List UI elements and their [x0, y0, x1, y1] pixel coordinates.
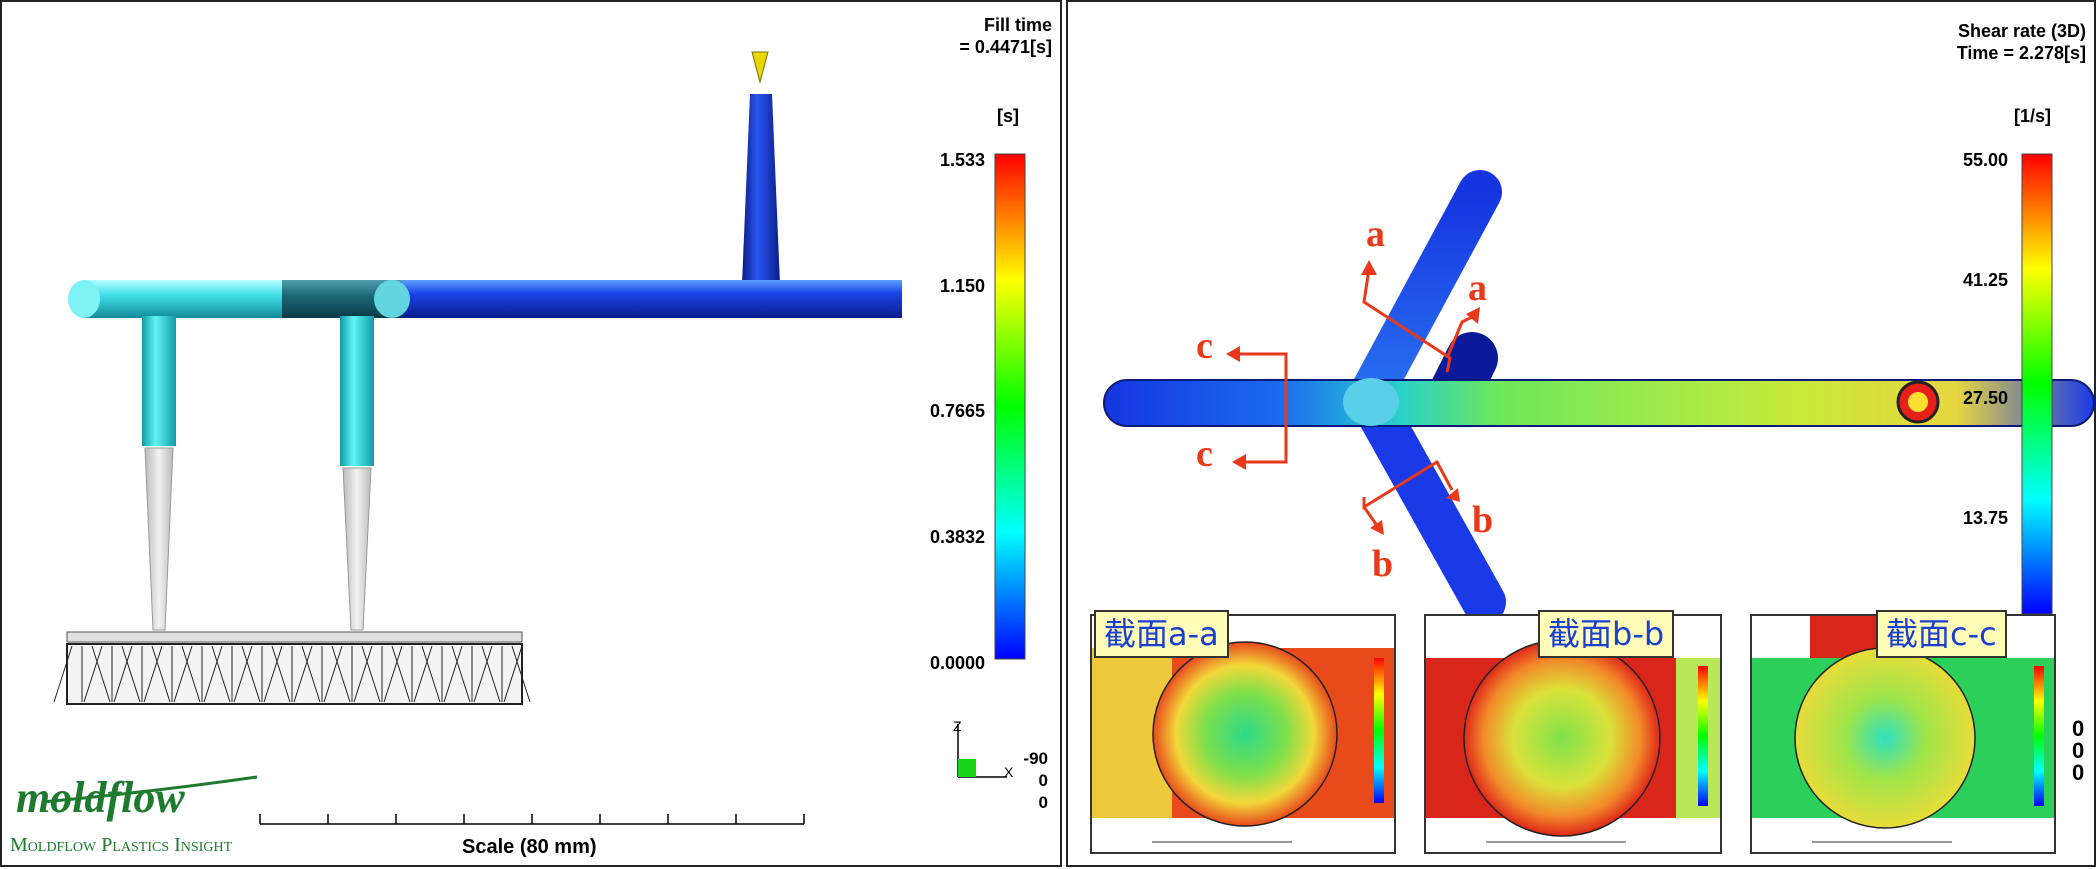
- orientation-triad: [957, 724, 1007, 778]
- drop-1-gray: [144, 447, 174, 631]
- fill-time-viewport[interactable]: Fill time = 0.4471[s] [s] 1.533 1.150 0.…: [0, 0, 1062, 867]
- colorbar-tick: 1.533: [939, 150, 985, 170]
- section-label-c: 截面c-c: [1876, 610, 2007, 658]
- orientation-values: 0 0 0: [2072, 716, 2085, 785]
- fill-time-model: [41, 51, 1026, 825]
- colorbar-tick: 0.0000: [929, 653, 985, 673]
- drop-2-cyan: [340, 316, 374, 466]
- runner-junction-cap: [374, 280, 410, 318]
- marker-a-lower: a: [1468, 267, 1487, 309]
- marker-c-lower: c: [1196, 433, 1213, 475]
- fill-time-unit: [s]: [997, 106, 1019, 126]
- runner-end-cap: [68, 280, 100, 318]
- marker-a-upper: a: [1366, 213, 1385, 255]
- colorbar-tick: 0.3832: [929, 527, 985, 547]
- fill-time-title: Fill time = 0.4471[s]: [959, 15, 1052, 57]
- main-runner-cyan: [82, 280, 282, 318]
- section-label-b: 截面b-b: [1538, 610, 1675, 658]
- section-markers: [1234, 268, 1473, 528]
- axis-z-label: Z: [953, 718, 962, 734]
- shear-rate-unit: [1/s]: [2014, 106, 2052, 126]
- logo-swoosh-icon: [41, 775, 258, 804]
- main-runner-blue: [402, 280, 902, 318]
- scale-bar: [259, 814, 805, 825]
- shear-rate-viewport[interactable]: Shear rate (3D) Time = 2.278[s] [1/s] 55…: [1066, 0, 2096, 867]
- orientation-values: -90 0 0: [1023, 749, 1048, 812]
- sprue-tip-icon: [751, 51, 769, 84]
- drop-1-cyan: [142, 316, 176, 446]
- colorbar-tick: 55.00: [1962, 150, 2008, 170]
- marker-b-right: b: [1472, 499, 1494, 541]
- sprue: [742, 94, 780, 284]
- drop-2-gray: [342, 467, 372, 631]
- scale-label: Scale (80 mm): [462, 836, 597, 858]
- section-label-a: 截面a-a: [1094, 610, 1229, 658]
- section-inset-c[interactable]: [1750, 614, 2056, 854]
- runner-model: [1103, 170, 2095, 624]
- colorbar-tick: 41.25: [1962, 270, 2008, 290]
- section-arrow-heads: [1226, 260, 1480, 535]
- colorbar-tick: 1.150: [939, 276, 985, 296]
- colorbar-tick: 13.75: [1962, 508, 2008, 528]
- colorbar-tick: 27.50: [1962, 388, 2008, 408]
- part-mesh: [53, 631, 531, 705]
- fill-time-colorbar: [994, 153, 1026, 660]
- shear-rate-colorbar: [2021, 153, 2053, 615]
- moldflow-logo-subtitle: Moldflow Plastics Insight: [10, 834, 233, 856]
- moldflow-logo: moldflow: [16, 773, 185, 822]
- marker-c-upper: c: [1196, 325, 1213, 367]
- marker-b-left: b: [1372, 543, 1394, 585]
- shear-rate-title: Shear rate (3D) Time = 2.278[s]: [1956, 21, 2086, 63]
- axis-x-label: X: [1004, 764, 1014, 780]
- section-inset-b[interactable]: [1424, 614, 1722, 854]
- colorbar-tick: 0.7665: [929, 401, 985, 421]
